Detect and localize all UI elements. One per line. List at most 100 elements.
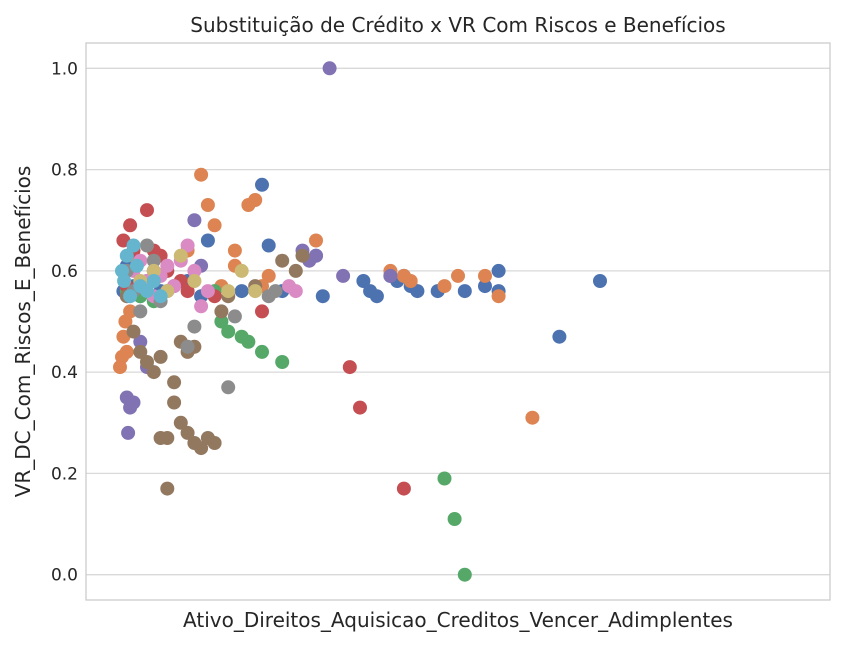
data-point xyxy=(160,431,175,445)
data-point xyxy=(200,233,215,248)
data-point xyxy=(275,355,290,369)
data-point xyxy=(353,400,367,415)
data-point xyxy=(180,238,195,253)
data-point xyxy=(261,238,276,253)
data-point xyxy=(288,284,303,299)
data-point xyxy=(160,258,175,273)
data-point xyxy=(167,395,182,410)
data-point xyxy=(491,289,506,304)
data-point xyxy=(129,258,144,273)
data-point xyxy=(214,314,229,329)
data-point xyxy=(123,289,138,304)
data-point xyxy=(315,289,330,304)
y-tick-label: 1.0 xyxy=(51,59,78,79)
data-point xyxy=(187,213,202,228)
data-point xyxy=(491,263,506,278)
data-point xyxy=(221,380,236,395)
y-tick-labels: 0.0 0.2 0.4 0.6 0.8 1.0 xyxy=(51,59,78,585)
data-point xyxy=(121,425,136,440)
data-point xyxy=(194,299,209,314)
data-point xyxy=(457,567,472,582)
data-point xyxy=(146,263,161,278)
data-point xyxy=(140,284,154,299)
data-point xyxy=(194,441,209,456)
data-point xyxy=(288,263,303,278)
data-point xyxy=(234,263,249,278)
data-point xyxy=(457,284,472,299)
data-point xyxy=(447,512,462,526)
data-point xyxy=(336,268,351,283)
data-point xyxy=(255,304,269,319)
data-point xyxy=(146,253,161,268)
data-point xyxy=(295,248,310,263)
data-point xyxy=(126,395,141,410)
data-point xyxy=(180,339,195,354)
data-point xyxy=(173,415,188,430)
data-point xyxy=(221,324,236,339)
data-point xyxy=(126,238,141,253)
data-point xyxy=(248,193,263,207)
data-point xyxy=(187,274,202,288)
data-point xyxy=(207,218,222,233)
data-point xyxy=(140,203,154,218)
data-point xyxy=(552,329,567,344)
data-point xyxy=(437,279,452,294)
data-point xyxy=(153,289,168,304)
data-point xyxy=(525,410,540,425)
data-point xyxy=(146,365,161,380)
data-point xyxy=(478,268,492,283)
data-point xyxy=(173,248,188,263)
data-point xyxy=(410,284,425,299)
data-point xyxy=(451,268,465,283)
data-point xyxy=(207,436,222,450)
data-point xyxy=(133,344,148,359)
data-point xyxy=(221,284,236,299)
data-point xyxy=(248,284,263,299)
data-points xyxy=(113,61,607,582)
y-tick-label: 0.2 xyxy=(51,464,78,484)
data-point xyxy=(261,268,276,283)
data-point xyxy=(140,355,154,369)
y-axis-label: VR_DC_Com_Riscos_E_Benefícios xyxy=(11,166,35,498)
data-point xyxy=(200,284,215,299)
x-axis-label: Ativo_Direitos_Aquisicao_Creditos_Vencer… xyxy=(183,608,733,632)
data-point xyxy=(187,263,202,278)
data-point xyxy=(146,274,161,288)
data-point xyxy=(275,253,290,268)
data-point xyxy=(403,274,418,288)
data-point xyxy=(194,167,209,182)
plot-area-frame xyxy=(85,42,831,601)
data-point xyxy=(227,243,242,258)
data-point xyxy=(437,471,452,486)
data-point xyxy=(255,177,269,192)
data-point xyxy=(478,279,492,294)
data-point xyxy=(140,238,154,253)
y-tick-label: 0.0 xyxy=(51,566,78,586)
data-point xyxy=(255,344,269,359)
data-point xyxy=(167,375,182,390)
y-tick-label: 0.8 xyxy=(51,161,78,181)
y-tick-label: 0.4 xyxy=(51,363,78,383)
data-point xyxy=(342,360,357,375)
data-point xyxy=(322,61,337,76)
data-point xyxy=(117,274,132,288)
chart-title: Substituição de Crédito x VR Com Riscos … xyxy=(190,13,725,37)
data-point xyxy=(153,349,168,364)
data-point xyxy=(309,248,323,263)
data-point xyxy=(593,274,607,288)
data-point xyxy=(187,319,202,334)
data-point xyxy=(123,304,138,319)
data-point xyxy=(180,425,195,440)
data-point xyxy=(369,289,384,304)
data-point xyxy=(241,334,256,349)
data-point xyxy=(309,233,323,248)
data-point xyxy=(396,481,411,496)
data-point xyxy=(356,274,371,288)
data-point xyxy=(214,304,229,319)
data-point xyxy=(133,334,148,349)
data-point xyxy=(119,248,134,263)
data-point xyxy=(119,344,134,359)
data-point xyxy=(383,268,398,283)
